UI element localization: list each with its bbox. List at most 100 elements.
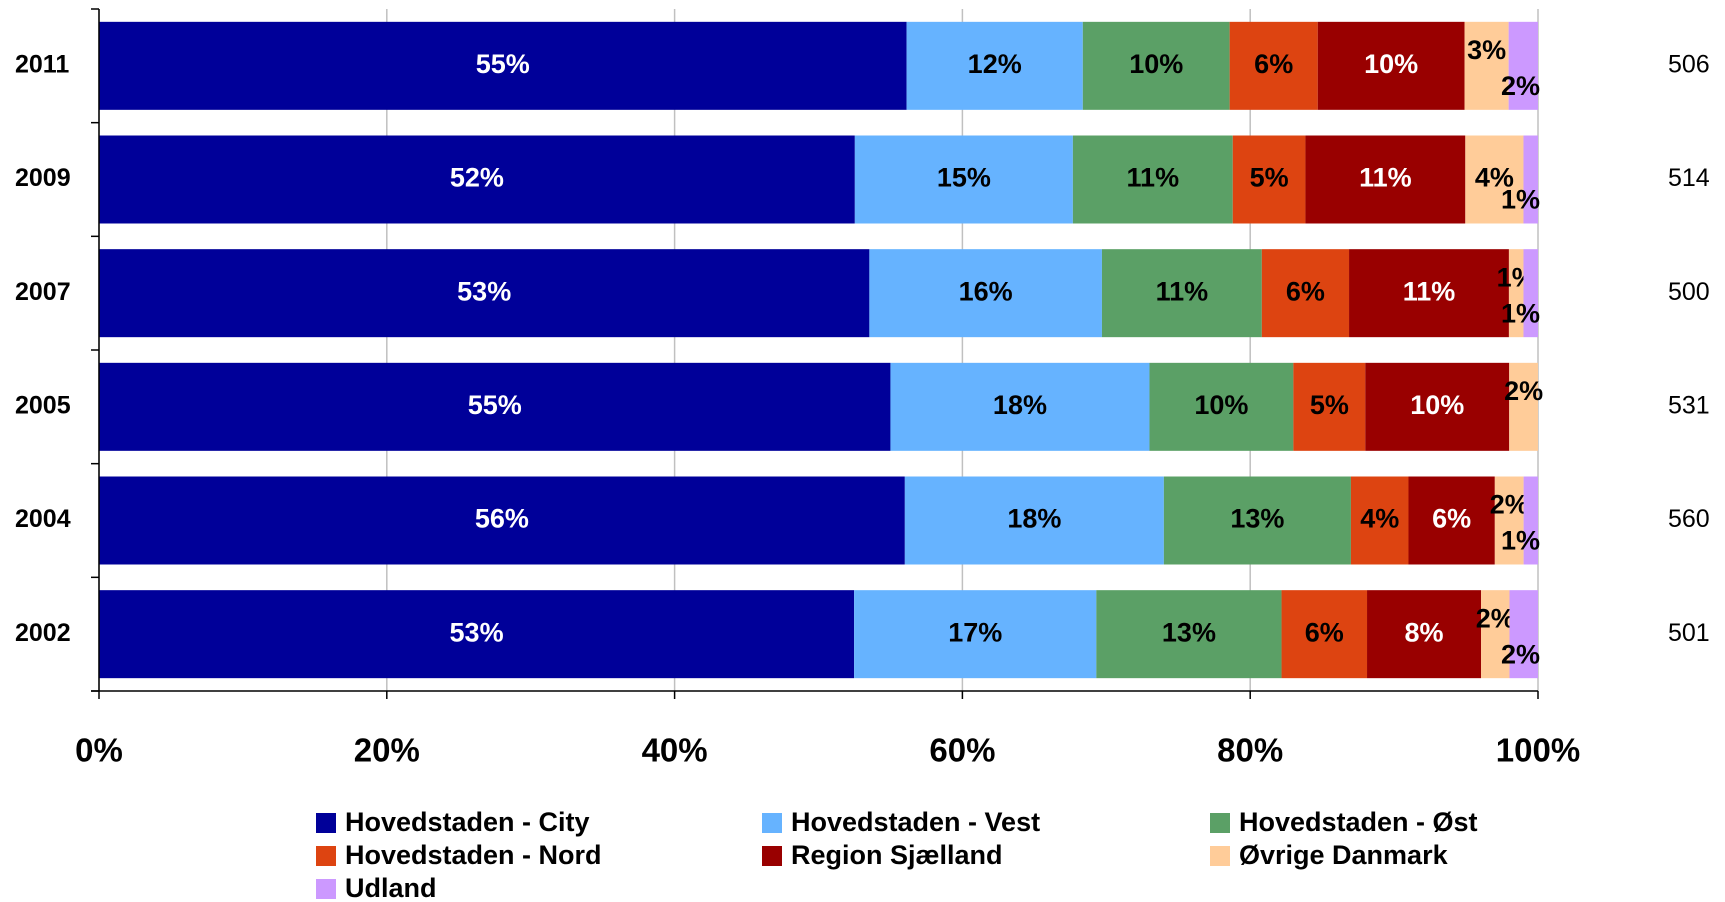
x-tick-label: 80% — [1217, 732, 1283, 769]
bar-segment — [99, 249, 870, 338]
data-label: 2% — [1501, 71, 1540, 101]
bar-segment — [1281, 590, 1368, 679]
legend-swatch — [316, 813, 336, 833]
bar-segment — [99, 476, 905, 565]
legend-label: Øvrige Danmark — [1239, 840, 1449, 870]
data-label: 2% — [1490, 490, 1529, 520]
bar-segment — [1523, 249, 1538, 338]
data-label: 4% — [1360, 504, 1399, 534]
legend-label: Udland — [345, 873, 437, 902]
bar-segment — [906, 21, 1083, 110]
data-label: 12% — [968, 49, 1022, 79]
total-label: 500 — [1668, 278, 1710, 306]
bar-segment — [1349, 249, 1509, 338]
data-label: 11% — [1403, 276, 1456, 306]
data-label: 13% — [1162, 617, 1216, 647]
bar-segment — [1229, 21, 1318, 110]
bar-segment — [1494, 476, 1524, 565]
legend-swatch — [1210, 846, 1230, 866]
category-label: 2011 — [15, 50, 69, 78]
bar-segment — [99, 362, 891, 451]
legend-label: Hovedstaden - City — [345, 807, 590, 837]
bar-segment — [1261, 249, 1350, 338]
total-label: 506 — [1668, 50, 1710, 78]
data-label: 53% — [457, 276, 511, 306]
data-label: 10% — [1194, 390, 1248, 420]
legend-label: Hovedstaden - Nord — [345, 840, 602, 870]
bar-segment — [1072, 135, 1233, 224]
data-label: 5% — [1310, 390, 1349, 420]
legend-swatch — [316, 879, 336, 899]
bar-segment — [1305, 135, 1466, 224]
bar-segment — [1082, 21, 1230, 110]
category-label: 2007 — [15, 278, 71, 306]
bar-segment — [1408, 476, 1495, 565]
legend-swatch — [316, 846, 336, 866]
legend-label: Hovedstaden - Øst — [1239, 807, 1478, 837]
bar-segment — [1464, 21, 1509, 110]
data-label: 6% — [1286, 276, 1325, 306]
data-label: 1% — [1501, 526, 1540, 556]
bar-segment — [1523, 135, 1538, 224]
bar-segment — [1232, 135, 1306, 224]
data-label: 2% — [1504, 376, 1543, 406]
data-label: 2% — [1476, 603, 1515, 633]
category-label: 2005 — [15, 391, 71, 419]
legend-swatch — [762, 813, 782, 833]
bar-segment — [904, 476, 1164, 565]
category-label: 2002 — [15, 619, 71, 647]
bar-segment — [1096, 590, 1282, 679]
x-tick-label: 20% — [354, 732, 420, 769]
data-label: 55% — [468, 390, 522, 420]
legend-swatch — [762, 846, 782, 866]
bar-segment — [99, 590, 855, 679]
data-label: 52% — [450, 163, 504, 193]
data-label: 10% — [1364, 49, 1418, 79]
data-label: 6% — [1305, 617, 1344, 647]
bar-segment — [1465, 135, 1524, 224]
x-tick-label: 40% — [642, 732, 708, 769]
bar-segment — [1149, 362, 1294, 451]
bar-segment — [1350, 476, 1409, 565]
data-label: 5% — [1250, 163, 1289, 193]
data-label: 10% — [1129, 49, 1183, 79]
bar-segment — [99, 21, 907, 110]
bar-segment — [890, 362, 1150, 451]
bar-segment — [1509, 362, 1538, 451]
data-label: 11% — [1127, 163, 1180, 193]
bar-segment — [1523, 476, 1538, 565]
bar-segment — [1367, 590, 1482, 679]
data-label: 16% — [959, 276, 1013, 306]
data-label: 11% — [1156, 276, 1209, 306]
data-label: 56% — [475, 504, 529, 534]
bar-segment — [1509, 590, 1538, 679]
data-label: 6% — [1432, 504, 1471, 534]
data-label: 1% — [1501, 298, 1540, 328]
x-tick-label: 60% — [929, 732, 995, 769]
bar-segment — [854, 135, 1073, 224]
data-label: 11% — [1359, 163, 1412, 193]
data-label: 13% — [1230, 504, 1284, 534]
total-label: 560 — [1668, 505, 1710, 533]
data-label: 10% — [1410, 390, 1464, 420]
data-label: 15% — [937, 163, 991, 193]
total-label: 501 — [1668, 619, 1710, 647]
bar-segment — [1481, 590, 1510, 679]
total-label: 514 — [1668, 164, 1710, 192]
bar-segment — [1317, 21, 1465, 110]
legend-label: Hovedstaden - Vest — [791, 807, 1040, 837]
bar-segment — [1293, 362, 1366, 451]
bar-segment — [1508, 249, 1524, 338]
bar-segment — [99, 135, 855, 224]
data-label: 55% — [476, 49, 530, 79]
data-label: 17% — [948, 617, 1002, 647]
category-label: 2004 — [15, 505, 71, 533]
data-label: 1% — [1501, 185, 1540, 215]
bar-segment — [1101, 249, 1262, 338]
data-label: 8% — [1405, 617, 1444, 647]
data-label: 2% — [1501, 639, 1540, 669]
data-label: 53% — [450, 617, 504, 647]
category-label: 2009 — [15, 164, 71, 192]
total-label: 531 — [1668, 391, 1710, 419]
